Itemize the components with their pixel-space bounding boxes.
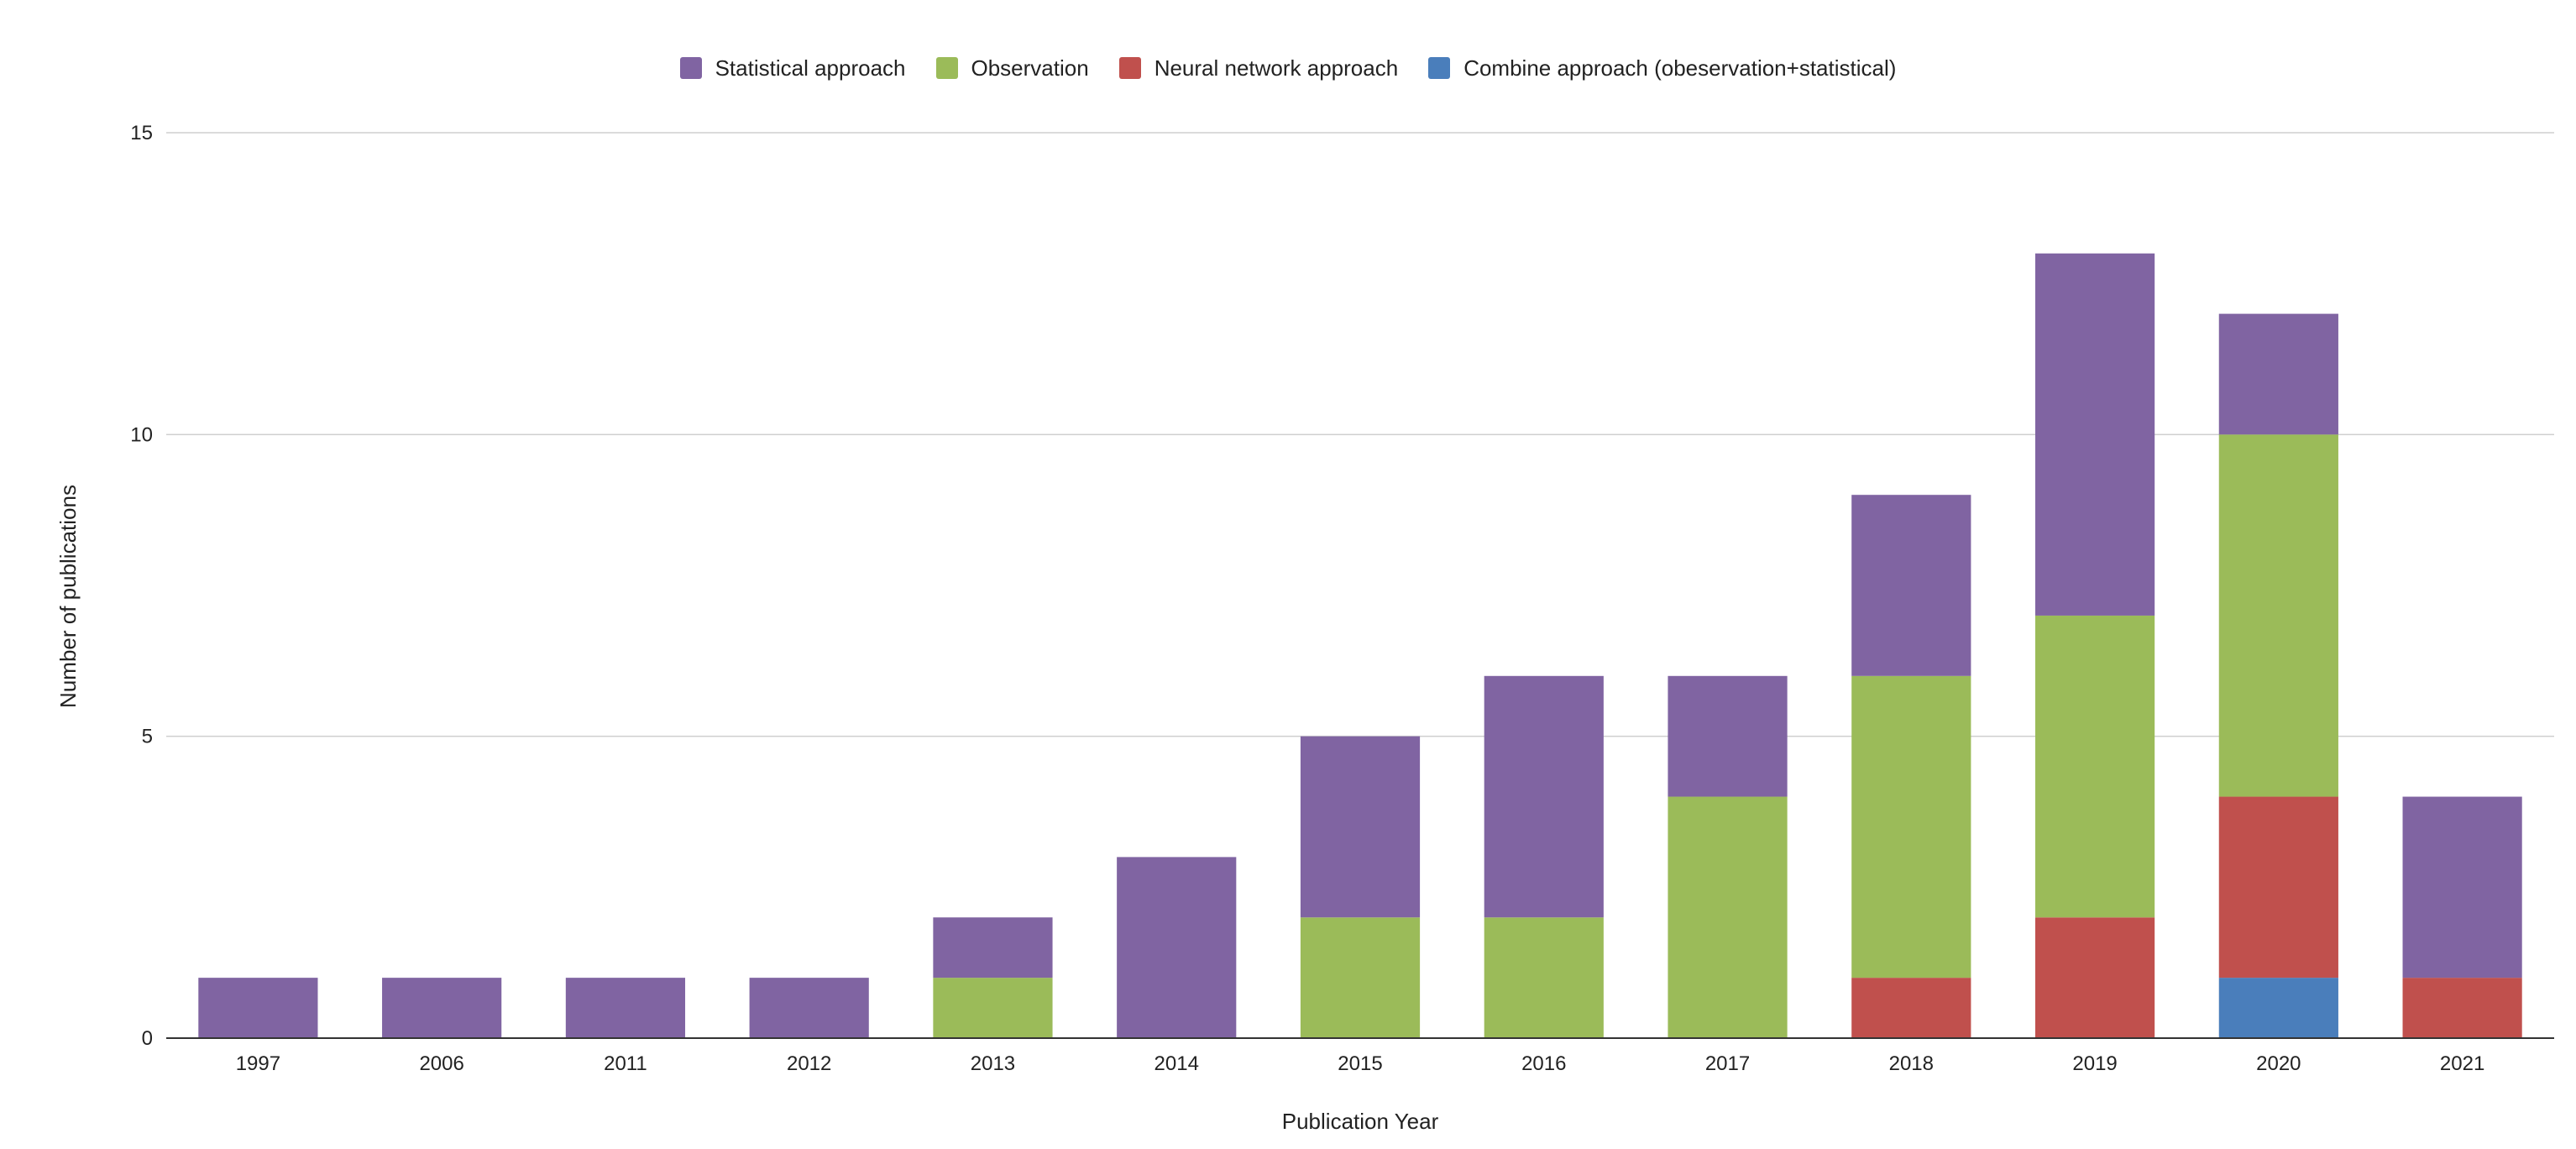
bar-2015-observation [1300, 917, 1421, 1038]
bar-2016-observation [1484, 917, 1604, 1038]
y-tick-label: 15 [130, 122, 153, 144]
y-tick-label: 0 [142, 1027, 153, 1050]
bar-2015-statistical-approach [1300, 736, 1421, 918]
bar-2017-observation [1668, 796, 1788, 1038]
bar-2020-observation [2218, 434, 2338, 797]
bar-2013-statistical-approach [933, 917, 1053, 978]
legend-item-observation: Observation [935, 55, 1089, 81]
bar-2020-neural-network-approach [2218, 796, 2338, 978]
x-tick-label: 2018 [1889, 1052, 1934, 1075]
y-axis-title: Number of publications [55, 485, 81, 708]
legend-swatch [1428, 57, 1451, 79]
bar-2011-statistical-approach [565, 978, 686, 1038]
legend-label: Combine approach (obeservation+statistic… [1463, 55, 1897, 81]
bar-2012-statistical-approach [749, 978, 869, 1038]
bar-2018-observation [1851, 675, 1971, 978]
x-tick-label: 2014 [1154, 1052, 1199, 1075]
x-tick-label: 2016 [1521, 1052, 1566, 1075]
x-tick-label: 2013 [971, 1052, 1015, 1075]
bars-group [198, 253, 2522, 1038]
x-tick-label: 2017 [1705, 1052, 1750, 1075]
legend-swatch [1118, 57, 1141, 79]
bar-2020-statistical-approach [2218, 313, 2338, 435]
x-tick-label: 2020 [2256, 1052, 2301, 1075]
legend-label: Statistical approach [715, 55, 906, 81]
chart-legend: Statistical approach Observation Neural ne… [0, 47, 2576, 89]
legend-item-combine-approach-obeservation-statistical: Combine approach (obeservation+statistic… [1428, 55, 1896, 81]
x-tick-label: 2015 [1338, 1052, 1382, 1075]
bar-2013-observation [933, 978, 1053, 1038]
legend-label: Observation [971, 55, 1089, 81]
bar-2006-statistical-approach [382, 978, 502, 1038]
bar-1997-statistical-approach [198, 978, 318, 1038]
x-tick-labels: 1997 2006 2011 2012 2013 2014 2015 2016 2017 2018… [236, 1052, 2485, 1075]
bar-2021-statistical-approach [2402, 796, 2522, 978]
y-tick-label: 5 [142, 726, 153, 748]
y-tick-labels: 0 5 10 15 [130, 122, 153, 1050]
bar-2020-combine-approach-obeservation-statistical [2218, 978, 2338, 1038]
x-tick-label: 1997 [236, 1052, 280, 1075]
x-tick-label: 2012 [787, 1052, 831, 1075]
bar-2019-neural-network-approach [2034, 917, 2155, 1038]
legend-item-neural-network-approach: Neural network approach [1118, 55, 1399, 81]
bar-2016-statistical-approach [1484, 675, 1604, 918]
y-tick-label: 10 [130, 423, 153, 446]
legend-swatch [679, 57, 702, 79]
x-axis-title: Publication Year [1282, 1109, 1439, 1134]
gridlines [166, 132, 2554, 737]
bar-2018-neural-network-approach [1851, 978, 1971, 1038]
bar-2019-observation [2034, 615, 2155, 918]
x-tick-label: 2006 [419, 1052, 463, 1075]
legend-swatch [935, 57, 958, 79]
bar-2017-statistical-approach [1668, 675, 1788, 797]
x-tick-label: 2021 [2440, 1052, 2484, 1075]
x-tick-label: 2019 [2072, 1052, 2117, 1075]
bar-2021-neural-network-approach [2402, 978, 2522, 1038]
legend-item-statistical-approach: Statistical approach [679, 55, 906, 81]
legend-label: Neural network approach [1154, 55, 1399, 81]
bar-2019-statistical-approach [2034, 253, 2155, 616]
x-tick-label: 2011 [604, 1052, 647, 1075]
bar-2018-statistical-approach [1851, 495, 1971, 676]
bar-2014-statistical-approach [1117, 857, 1237, 1038]
